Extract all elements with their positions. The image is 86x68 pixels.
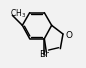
Text: CH$_3$: CH$_3$: [10, 8, 26, 20]
Text: O: O: [66, 31, 73, 41]
Text: Br: Br: [39, 50, 49, 59]
